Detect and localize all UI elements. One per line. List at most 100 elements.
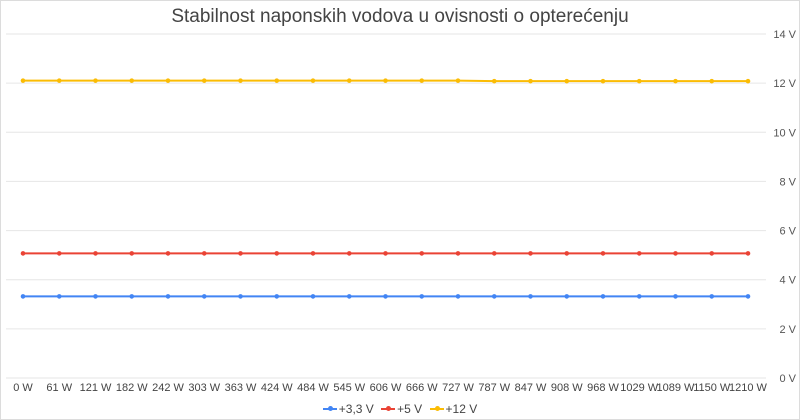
data-point[interactable] [56,294,62,299]
data-point[interactable] [20,78,26,83]
data-point[interactable] [346,78,352,83]
legend-item-5v[interactable]: +5 V [381,402,422,416]
data-point[interactable] [129,78,135,83]
x-tick-label: 847 W [515,382,547,394]
x-tick-label: 908 W [551,382,583,394]
x-tick-label: 1089 W [657,382,696,394]
data-point[interactable] [310,294,316,299]
data-point[interactable] [491,78,497,84]
data-point[interactable] [600,78,606,84]
legend-item-3v3[interactable]: +3,3 V [322,402,374,416]
data-point[interactable] [129,251,135,256]
data-point[interactable] [455,251,461,256]
x-tick-label: 1150 W [693,382,731,394]
legend-marker-icon [381,406,396,411]
data-point[interactable] [455,78,461,83]
y-tick-label: 0 V [779,373,796,385]
data-point[interactable] [310,78,316,83]
data-point[interactable] [673,251,678,256]
x-tick-label: 424 W [261,382,293,394]
data-point[interactable] [238,251,243,256]
data-point[interactable] [709,294,715,299]
series-33V [20,294,751,299]
legend-label: +12 V [445,402,478,416]
data-point[interactable] [129,294,135,299]
data-point[interactable] [600,294,606,299]
legend: +3,3 V +5 V +12 V [0,399,800,416]
data-point[interactable] [93,294,98,299]
gridlines [6,33,766,379]
data-point[interactable] [165,78,171,83]
data-point[interactable] [636,294,642,299]
x-tick-label: 545 W [333,382,365,394]
data-point[interactable] [564,251,570,256]
data-point[interactable] [673,78,678,84]
x-tick-label: 606 W [370,382,402,394]
x-tick-label: 968 W [587,382,619,394]
y-tick-label: 14 V [773,29,796,41]
data-point[interactable] [491,251,497,256]
data-point[interactable] [165,294,171,299]
data-point[interactable] [745,294,751,299]
data-point[interactable] [528,294,533,299]
data-point[interactable] [274,78,280,83]
data-point[interactable] [636,251,642,256]
y-tick-label: 12 V [773,78,796,90]
data-point[interactable] [20,294,26,299]
legend-label: +5 V [397,402,423,416]
data-point[interactable] [93,251,98,256]
data-point[interactable] [528,251,533,256]
data-point[interactable] [745,251,751,256]
data-point[interactable] [56,251,62,256]
data-point[interactable] [383,294,388,299]
data-point[interactable] [383,78,388,83]
x-tick-label: 787 W [478,382,510,394]
data-point[interactable] [56,78,62,83]
data-point[interactable] [383,251,388,256]
data-point[interactable] [165,251,171,256]
x-tick-label: 1210 W [729,382,768,394]
data-point[interactable] [274,294,280,299]
x-tick-label: 121 W [80,382,112,394]
data-point[interactable] [346,251,352,256]
x-tick-label: 363 W [225,382,257,394]
data-point[interactable] [709,78,715,84]
data-point[interactable] [600,251,606,256]
data-point[interactable] [310,251,316,256]
y-tick-label: 8 V [779,176,796,188]
series-12V [20,78,751,84]
data-point[interactable] [673,294,678,299]
data-point[interactable] [419,78,425,83]
x-axis-ticks: 0 W 61 W 121 W 182 W 242 W 303 W 363 W 424 W 484… [13,382,767,394]
data-point[interactable] [419,251,425,256]
legend-marker-icon [322,406,337,411]
x-tick-label: 1029 W [620,382,659,394]
x-tick-label: 727 W [442,382,474,394]
chart-title: Stabilnost naponskih vodova u ovisnosti … [171,6,629,27]
legend-item-12v[interactable]: +12 V [429,402,478,416]
data-point[interactable] [346,294,352,299]
data-point[interactable] [201,294,207,299]
data-point[interactable] [238,78,243,83]
data-point[interactable] [491,294,497,299]
data-point[interactable] [709,251,715,256]
x-tick-label: 0 W [13,382,33,394]
x-tick-label: 242 W [152,382,184,394]
data-point[interactable] [564,294,570,299]
data-point[interactable] [564,78,570,84]
data-point[interactable] [455,294,461,299]
y-tick-label: 10 V [773,127,796,139]
x-tick-label: 303 W [188,382,220,394]
data-point[interactable] [201,78,207,83]
data-point[interactable] [93,78,98,83]
data-point[interactable] [20,251,26,256]
data-point[interactable] [745,78,751,84]
data-point[interactable] [201,251,207,256]
data-point[interactable] [636,78,642,84]
data-point[interactable] [528,78,533,84]
x-tick-label: 484 W [297,382,329,394]
data-point[interactable] [419,294,425,299]
data-point[interactable] [274,251,280,256]
data-point[interactable] [238,294,243,299]
